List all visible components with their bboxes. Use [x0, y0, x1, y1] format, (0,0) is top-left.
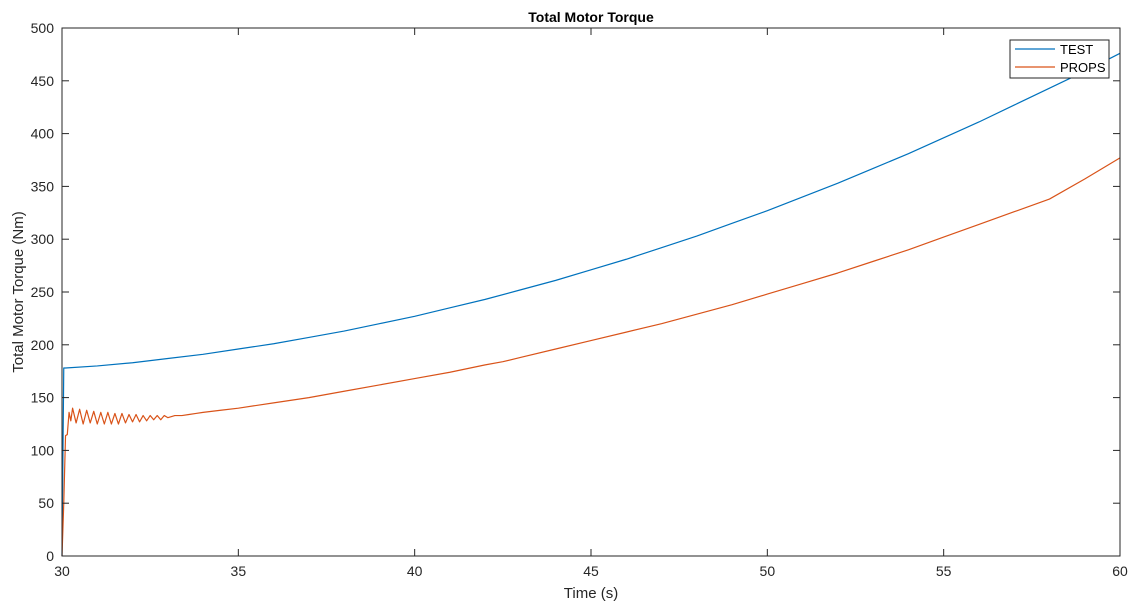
series-layer [61, 52, 1121, 557]
series-line-props [61, 157, 1121, 557]
legend[interactable]: TEST PROPS [1009, 39, 1110, 79]
y-axis-label: Total Motor Torque (Nm) [10, 211, 27, 372]
ticks-layer: 30 35 40 45 50 55 60 0 50 100 150 200 250 300 350 400 45… [31, 20, 1128, 579]
y-tick-label: 150 [31, 390, 55, 406]
x-tick-label: 30 [54, 563, 70, 579]
x-tick-label: 35 [231, 563, 247, 579]
x-tick-label: 45 [583, 563, 599, 579]
y-tick-label: 0 [46, 548, 54, 564]
y-tick-label: 450 [31, 73, 55, 89]
chart-title: Total Motor Torque [528, 9, 654, 25]
x-tick-label: 50 [760, 563, 776, 579]
legend-label-test: TEST [1060, 42, 1093, 57]
y-tick-label: 100 [31, 442, 55, 458]
y-tick-label: 250 [31, 284, 55, 300]
y-tick-label: 300 [31, 231, 55, 247]
y-tick-label: 200 [31, 337, 55, 353]
x-tick-label: 55 [936, 563, 952, 579]
legend-box [1009, 39, 1110, 79]
x-tick-label: 60 [1112, 563, 1128, 579]
y-tick-label: 500 [31, 20, 55, 36]
y-tick-label: 50 [38, 495, 54, 511]
legend-label-props: PROPS [1060, 60, 1106, 75]
x-axis-label: Time (s) [564, 585, 618, 602]
y-tick-label: 400 [31, 126, 55, 142]
series-line-test [61, 52, 1121, 557]
x-tick-label: 40 [407, 563, 423, 579]
plot-area [62, 28, 1120, 556]
plot-border [61, 27, 1121, 557]
y-tick-label: 350 [31, 178, 55, 194]
